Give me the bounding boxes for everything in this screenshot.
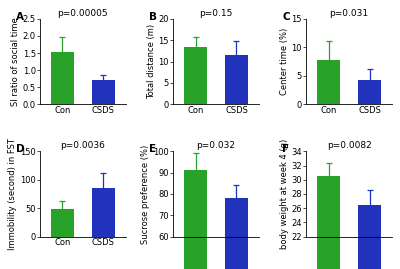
Bar (225, 198, 248, 269)
Bar (317, 176, 340, 269)
Text: D: D (16, 144, 24, 154)
Title: p=0.0082: p=0.0082 (327, 141, 372, 150)
Y-axis label: Total distance (m): Total distance (m) (147, 24, 156, 99)
Bar (51, 52, 74, 104)
Bar (358, 205, 381, 269)
Text: F: F (282, 144, 289, 154)
Bar (317, 60, 340, 104)
Y-axis label: body weight at week 4 (g): body weight at week 4 (g) (280, 139, 288, 249)
Title: p=0.00005: p=0.00005 (58, 9, 108, 18)
Bar (92, 80, 115, 104)
Title: p=0.031: p=0.031 (330, 9, 369, 18)
Bar (225, 55, 248, 104)
Title: p=0.032: p=0.032 (196, 141, 236, 150)
Text: A: A (16, 12, 24, 22)
Text: C: C (282, 12, 290, 22)
Text: E: E (149, 144, 156, 154)
Title: p=0.15: p=0.15 (199, 9, 233, 18)
Bar (184, 171, 207, 269)
Y-axis label: SI ratio of social time: SI ratio of social time (11, 17, 20, 106)
Bar (358, 80, 381, 104)
Y-axis label: Center time (%): Center time (%) (280, 28, 289, 95)
Title: p=0.0036: p=0.0036 (60, 141, 105, 150)
Y-axis label: Sucrose preference (%): Sucrose preference (%) (141, 144, 150, 244)
Y-axis label: Immobility (second) in FST: Immobility (second) in FST (8, 138, 17, 250)
Bar (92, 188, 115, 237)
Text: B: B (149, 12, 157, 22)
Bar (51, 209, 74, 237)
Bar (184, 47, 207, 104)
